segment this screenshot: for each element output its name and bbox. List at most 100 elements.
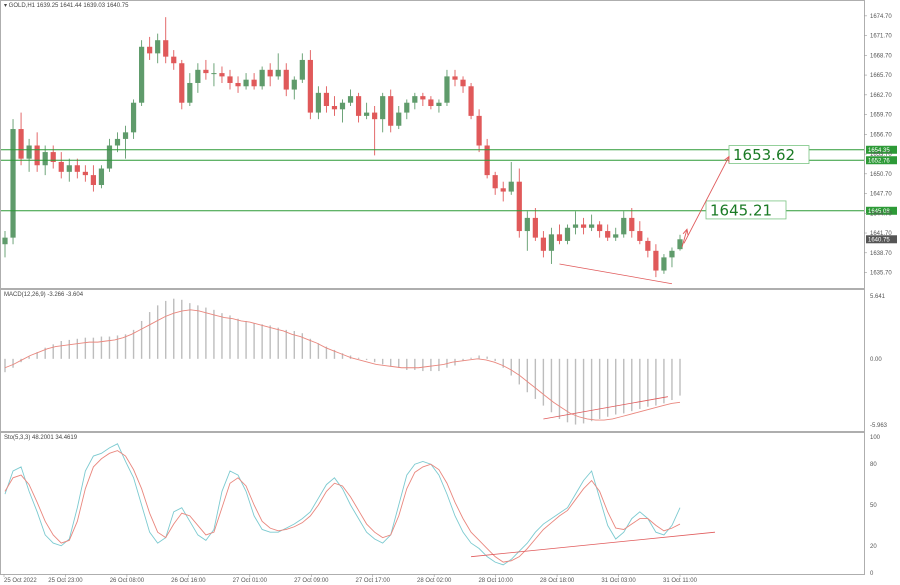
candle-body bbox=[299, 59, 305, 80]
macd-signal-line bbox=[4, 309, 681, 421]
stochastic-panel[interactable]: 100 80 50 20 0 Sto(5,3,3) 48.2001 34.4619 bbox=[4, 435, 881, 577]
candle-body bbox=[98, 168, 105, 185]
candle-body bbox=[540, 237, 546, 251]
price-tick-label: 1671.70 bbox=[870, 34, 892, 40]
candle-body bbox=[580, 224, 587, 228]
price-panel[interactable]: 1654.35 1652.76 1645.08 1653.62 1645.21 167… bbox=[1, 3, 897, 285]
candle bbox=[669, 247, 675, 268]
candle bbox=[163, 17, 169, 64]
candle-body bbox=[532, 217, 538, 238]
stoch-tick-label: 100 bbox=[870, 435, 881, 441]
candle-body bbox=[380, 96, 386, 120]
candle bbox=[516, 168, 522, 238]
time-tick-label: 31 Oct 11:00 bbox=[663, 578, 698, 584]
candle-body bbox=[139, 46, 145, 103]
candle-body bbox=[404, 102, 410, 113]
candle bbox=[203, 59, 209, 80]
candle bbox=[436, 99, 442, 113]
candle bbox=[10, 119, 16, 245]
candle bbox=[621, 211, 627, 238]
candle-body bbox=[315, 92, 321, 113]
candle bbox=[139, 40, 145, 107]
macd-trendline bbox=[543, 396, 668, 420]
candle-body bbox=[187, 82, 193, 103]
candle bbox=[147, 36, 153, 60]
level-tag bbox=[866, 206, 897, 215]
candle bbox=[548, 227, 555, 264]
candle bbox=[645, 237, 651, 258]
time-tick-label: 25 Oct 2022 bbox=[4, 578, 37, 584]
time-tick-label: 31 Oct 03:00 bbox=[601, 578, 636, 584]
candle bbox=[355, 92, 362, 123]
candle bbox=[291, 76, 297, 100]
candle-body bbox=[259, 69, 265, 87]
price-tick-label: 1674.70 bbox=[870, 14, 892, 20]
candle-body bbox=[66, 165, 72, 172]
time-tick-label: 28 Oct 18:00 bbox=[540, 578, 575, 584]
target-label: 1645.21 bbox=[710, 201, 772, 219]
symbol-title: ▾ GOLD,H1 1639.25 1641.44 1639.03 1640.7… bbox=[4, 3, 129, 9]
projection-arrow bbox=[681, 229, 688, 248]
candle-body bbox=[412, 96, 418, 103]
candle-body bbox=[195, 69, 201, 83]
candle bbox=[412, 92, 418, 110]
candle bbox=[299, 53, 305, 83]
candle-body bbox=[2, 237, 8, 245]
last-price-tag bbox=[866, 235, 897, 244]
candle-body bbox=[122, 132, 129, 139]
projection-arrow bbox=[683, 156, 730, 244]
candle bbox=[34, 132, 40, 172]
candle-body bbox=[347, 96, 354, 103]
price-axis: 1674.70 1671.70 1668.70 1665.70 1662.70 1659.… bbox=[864, 14, 897, 277]
candle bbox=[589, 214, 595, 232]
candle bbox=[2, 231, 8, 258]
candle-body bbox=[556, 234, 563, 241]
candle-body bbox=[171, 56, 177, 64]
candle-body bbox=[58, 161, 64, 172]
candle-body bbox=[645, 240, 651, 251]
candle bbox=[267, 63, 273, 87]
macd-panel[interactable]: 5.641 0.00 -5.963 MACD(12,26,9) -3.266 -3.… bbox=[4, 292, 888, 429]
level-label: 1652.76 bbox=[868, 158, 890, 164]
time-tick-label: 27 Oct 09:00 bbox=[294, 578, 329, 584]
price-tick-label: 1662.70 bbox=[870, 93, 892, 99]
candle bbox=[364, 102, 370, 120]
candle-body bbox=[283, 69, 289, 90]
candle bbox=[508, 161, 514, 195]
candle bbox=[597, 221, 603, 238]
candle bbox=[524, 211, 530, 251]
candle-body bbox=[492, 175, 498, 189]
candle bbox=[347, 89, 354, 107]
stoch-d-line bbox=[4, 450, 681, 563]
candle bbox=[572, 211, 579, 235]
time-tick-label: 26 Oct 16:00 bbox=[171, 578, 206, 584]
candle bbox=[219, 66, 225, 83]
time-axis: 25 Oct 2022 25 Oct 23:00 26 Oct 08:00 26 Oc… bbox=[3, 574, 698, 584]
price-tick-label: 1659.70 bbox=[870, 113, 892, 119]
candle-body bbox=[211, 73, 217, 75]
candle bbox=[380, 92, 386, 133]
candle-body bbox=[500, 188, 506, 192]
candle-body bbox=[42, 152, 48, 166]
candle bbox=[629, 208, 635, 238]
price-tick-label: 1653.70 bbox=[870, 152, 892, 158]
macd-tick-label: 0.00 bbox=[870, 357, 882, 363]
candle-body bbox=[444, 76, 450, 103]
divergence-line bbox=[559, 263, 673, 285]
candle-body bbox=[235, 82, 241, 87]
candle-body bbox=[74, 165, 80, 172]
price-tick-label: 1668.70 bbox=[870, 53, 892, 59]
candle bbox=[452, 69, 458, 87]
stoch-tick-label: 0 bbox=[870, 571, 874, 577]
candle-body bbox=[572, 224, 579, 228]
candle-body bbox=[629, 217, 635, 232]
candle bbox=[283, 63, 289, 97]
candle bbox=[90, 165, 96, 192]
candle-body bbox=[468, 86, 474, 116]
candle-body bbox=[251, 79, 257, 87]
candle bbox=[211, 63, 217, 87]
candle-body bbox=[82, 171, 88, 176]
candle bbox=[235, 76, 241, 93]
candle-body bbox=[516, 181, 522, 232]
